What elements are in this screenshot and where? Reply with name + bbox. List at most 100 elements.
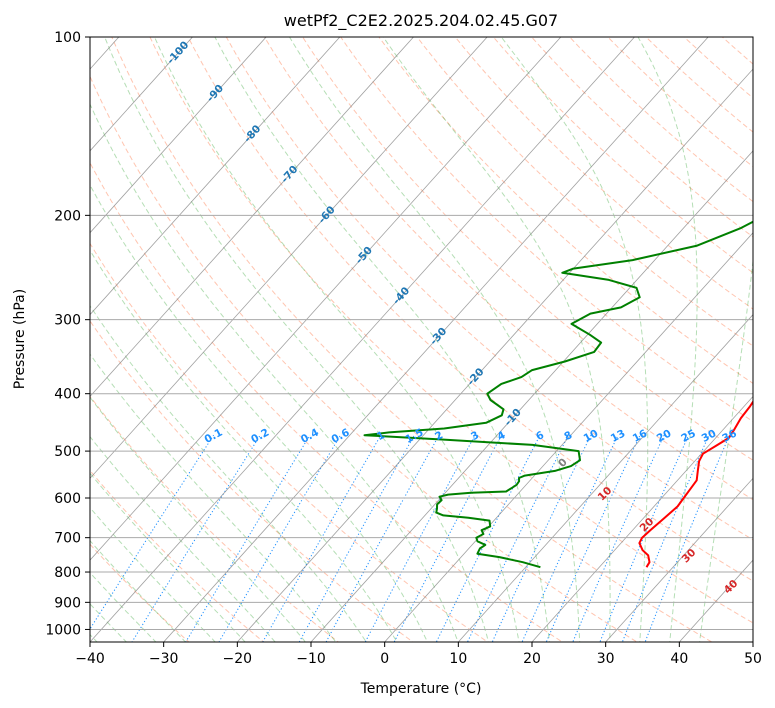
x-tick-label: 10 — [449, 651, 467, 667]
moist-adiabat — [214, 37, 550, 642]
x-tick-label: 0 — [380, 651, 389, 667]
moist-adiabat — [90, 539, 187, 642]
isotherm-line — [90, 37, 415, 398]
isotherm-line — [310, 150, 753, 642]
dry-adiabat — [149, 37, 753, 624]
y-tick-label: 500 — [54, 444, 81, 460]
isotherm-label: -70 — [279, 163, 301, 185]
mixing-ratio-label: 16 — [631, 427, 650, 444]
moist-adiabat — [382, 37, 611, 642]
profile-series — [363, 220, 753, 569]
mixing-ratio-line — [298, 434, 415, 642]
dry-adiabat — [748, 26, 775, 654]
dry-adiabat — [90, 469, 265, 642]
isotherm-label: -10 — [502, 406, 524, 428]
mixing-ratio-label: 0.6 — [330, 427, 352, 446]
isotherm-line — [0, 24, 57, 654]
isotherm-line — [236, 68, 753, 642]
moist-adiabat — [90, 304, 367, 642]
y-axis-ticks: 100 200 300 400 500 600 700 800 900 1000 — [45, 30, 90, 638]
isotherm-line — [531, 395, 753, 642]
mixing-ratio-label: 10 — [582, 427, 601, 444]
dry-adiabat — [607, 37, 753, 168]
dry-adiabat — [302, 37, 753, 461]
dry-adiabat — [90, 543, 190, 642]
mixing-ratio-label: 13 — [609, 427, 628, 444]
plot-frame — [89, 36, 754, 643]
y-tick-label: 200 — [54, 208, 81, 224]
isotherm-label: -60 — [316, 204, 338, 226]
mixing-ratio-label: 0.4 — [299, 427, 321, 446]
dry-adiabat — [111, 37, 713, 642]
dry-adiabat — [340, 37, 753, 423]
dry-adiabat — [645, 37, 753, 133]
x-tick-label: −30 — [149, 651, 179, 667]
dry-adiabat — [90, 320, 414, 642]
y-tick-label: 300 — [54, 313, 81, 329]
isotherm-line — [90, 37, 636, 642]
dry-adiabat — [530, 37, 753, 238]
mixing-ratio-label: 2 — [433, 429, 445, 443]
x-tick-label: −10 — [296, 651, 326, 667]
mixing-ratio-label: 0.2 — [249, 427, 271, 446]
mixing-ratio-line — [644, 434, 731, 642]
dry-adiabat — [187, 37, 753, 582]
mixing-ratio-label: 8 — [562, 429, 574, 443]
chart-title: wetPf2_C2E2.2025.204.02.45.G07 — [284, 11, 558, 31]
mixing-ratio-line — [521, 434, 619, 642]
dry-adiabat — [90, 395, 340, 642]
mixing-ratio-line — [572, 434, 665, 642]
moist-adiabat — [90, 571, 157, 642]
isotherm-line — [752, 641, 753, 642]
isotherm-label: -90 — [205, 82, 227, 104]
isotherm-label: -100 — [165, 39, 192, 67]
isotherm-label: -30 — [428, 325, 450, 347]
y-tick-label: 700 — [54, 531, 81, 547]
moist-adiabat — [90, 103, 459, 642]
dry-adiabat — [378, 37, 753, 384]
moist-adiabat — [90, 506, 216, 642]
isotherm-label: -80 — [242, 123, 264, 145]
x-tick-label: −40 — [75, 651, 105, 667]
x-tick-label: −20 — [223, 651, 253, 667]
mixing-ratio-line — [621, 434, 710, 642]
mixing-ratio-label: 0.1 — [203, 427, 225, 446]
mixing-ratio-line — [466, 434, 569, 642]
background-lines — [90, 26, 775, 654]
isotherm-line — [90, 37, 194, 152]
y-tick-label: 400 — [54, 387, 81, 403]
y-tick-label: 900 — [54, 595, 81, 611]
mixing-ratio-line — [599, 434, 690, 642]
dry-adiabat — [263, 37, 753, 501]
moist-adiabat — [90, 603, 128, 642]
x-tick-label: 20 — [523, 651, 541, 667]
moist-adiabat — [90, 353, 337, 642]
dry-adiabat — [568, 37, 753, 203]
isotherm-line — [90, 37, 267, 234]
y-tick-label: 800 — [54, 565, 81, 581]
mixing-ratio-line — [393, 434, 502, 642]
mixing-ratio-line — [262, 434, 382, 642]
x-tick-label: 50 — [744, 651, 762, 667]
y-tick-label: 600 — [54, 491, 81, 507]
isotherm-line — [90, 37, 562, 561]
isotherm-line — [163, 37, 709, 642]
mixing-ratio-line — [491, 434, 592, 642]
y-tick-label: 100 — [54, 30, 81, 46]
isotherm-label: -40 — [391, 285, 413, 307]
y-axis-label: Pressure (hPa) — [12, 289, 28, 389]
isotherm-line — [384, 232, 753, 642]
moist-adiabat-label: 10 — [596, 485, 615, 504]
x-axis-ticks: −40 −30 −20 −10 0 10 20 30 40 50 — [75, 642, 762, 667]
isotherm-label: -50 — [353, 244, 375, 266]
x-tick-label: 40 — [670, 651, 688, 667]
moist-adiabat — [90, 249, 398, 642]
x-axis-label: Temperature (°C) — [360, 681, 482, 697]
mixing-ratio-label: 25 — [679, 427, 698, 444]
moist-adiabat-label: 40 — [722, 578, 741, 597]
mixing-ratio-line — [131, 434, 261, 642]
x-tick-label: 30 — [597, 651, 615, 667]
dry-adiabat — [454, 37, 753, 310]
mixing-ratio-label: 20 — [655, 427, 674, 444]
